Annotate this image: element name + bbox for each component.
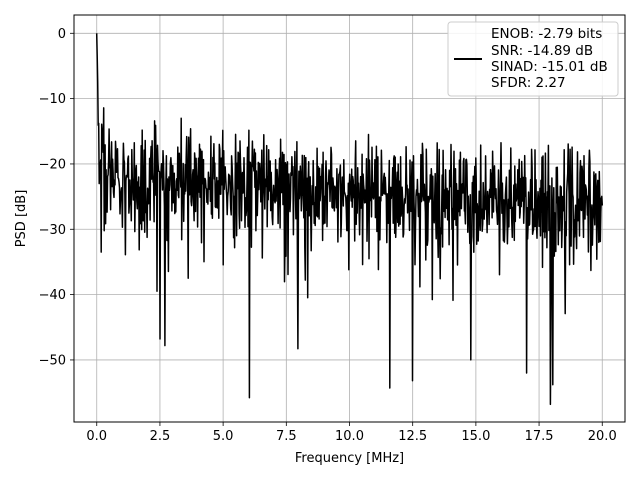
x-tick-label: 5.0 <box>213 429 234 444</box>
x-tick-label: 10.0 <box>335 429 364 444</box>
x-tick-label: 0.0 <box>86 429 107 444</box>
psd-line <box>95 33 604 406</box>
legend-sinad: SINAD: -15.01 dB <box>491 59 608 75</box>
legend-sfdr: SFDR: 2.27 <box>491 75 566 91</box>
x-tick-label: 12.5 <box>398 429 427 444</box>
x-tick-label: 20.0 <box>588 429 617 444</box>
y-tick-label: −10 <box>39 92 66 107</box>
series-line <box>95 33 604 406</box>
x-tick-label: 17.5 <box>525 429 554 444</box>
x-axis-label: Frequency [MHz] <box>295 451 404 466</box>
ticks: 0.0 2.5 5.0 7.5 10.0 12.5 15.0 17.5 20.0 0 −10 −20 −… <box>39 27 617 444</box>
y-tick-label: −40 <box>39 288 66 303</box>
x-tick-label: 2.5 <box>150 429 171 444</box>
y-tick-label: −50 <box>39 353 66 368</box>
x-tick-label: 7.5 <box>276 429 297 444</box>
legend-snr: SNR: -14.89 dB <box>491 43 593 59</box>
x-tick-label: 15.0 <box>461 429 490 444</box>
y-axis-label: PSD [dB] <box>14 190 29 248</box>
y-tick-label: −30 <box>39 223 66 238</box>
legend: ENOB: -2.79 bits SNR: -14.89 dB SINAD: -… <box>447 21 619 97</box>
legend-box <box>447 21 619 97</box>
y-tick-label: 0 <box>58 27 66 42</box>
legend-enob: ENOB: -2.79 bits <box>491 26 602 42</box>
y-tick-label: −20 <box>39 157 66 172</box>
